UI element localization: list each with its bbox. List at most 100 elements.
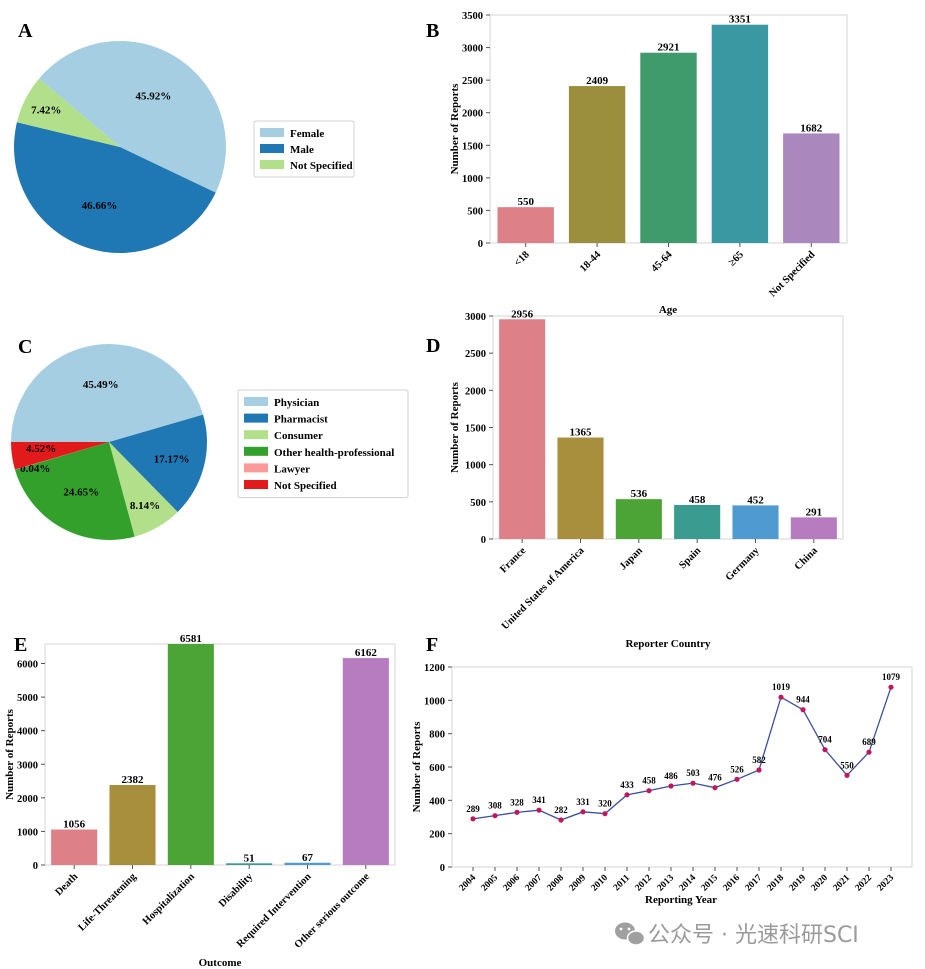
y-tick-label: 500 <box>470 498 486 509</box>
plot-frame <box>492 315 844 540</box>
y-tick-label: 5000 <box>17 693 38 704</box>
data-label-2023: 1079 <box>882 672 901 682</box>
data-label-2018: 1019 <box>772 682 791 692</box>
bar-china <box>790 517 837 539</box>
pie-slice-lawyer <box>14 442 109 470</box>
watermark: 公众号 · 光速科研SCI <box>615 922 859 948</box>
pie-label-female: 45.92% <box>135 90 171 102</box>
x-tick-label-2013: 2013 <box>656 873 677 894</box>
data-point-2018 <box>778 694 784 700</box>
pie-label-consumer: 8.14% <box>130 500 160 512</box>
data-point-2023 <box>888 684 894 690</box>
x-tick-label-2019: 2019 <box>788 873 809 894</box>
y-tick-label: 1500 <box>465 424 486 435</box>
panel-label: A <box>18 20 33 42</box>
bar-value-label: 2409 <box>586 75 609 87</box>
legend-swatch-other-health-professional <box>244 446 268 456</box>
watermark-text: 公众号 · 光速科研SCI <box>648 923 859 948</box>
x-tick-label-2012: 2012 <box>634 873 655 894</box>
bar-not-specified <box>783 133 840 243</box>
legend-entry-not-specified: Not Specified <box>274 480 337 492</box>
data-point-2019 <box>800 707 806 713</box>
panel-f-line-chart: F 0 200 400 600 800 1000 1200 289 2004 308 2005 328 2… <box>411 634 913 906</box>
data-point-2011 <box>624 792 630 798</box>
pie-label-other-health-professional: 24.65% <box>63 487 99 499</box>
panel-e-bar-chart: E 0 1000 2000 3000 4000 5000 6000 1056 Death 2382 L… <box>4 633 396 969</box>
bar-other-serious-outcome <box>342 658 389 865</box>
y-axis-title: Number of Reports <box>449 83 461 175</box>
x-tick-label-2021: 2021 <box>832 873 853 894</box>
bar-united-states-of-america <box>557 437 604 539</box>
x-tick-label-not-specified: Not Specified <box>767 249 817 299</box>
x-tick-label-disability: Disability <box>217 871 256 910</box>
y-axis-title: Number of Reports <box>4 708 16 800</box>
legend-entry-physician: Physician <box>274 397 319 409</box>
data-point-2012 <box>646 788 652 794</box>
x-tick-label-spain: Spain <box>677 545 703 571</box>
data-point-2022 <box>866 749 872 755</box>
pie-slice-not-specified <box>11 442 109 470</box>
pie-slice-not-specified <box>16 78 120 147</box>
bar-germany <box>732 505 779 539</box>
y-tick-label: 2000 <box>462 109 483 120</box>
x-axis-title: Reporter Country <box>625 638 711 650</box>
data-label-2013: 486 <box>664 771 678 781</box>
bar-65 <box>711 24 769 244</box>
legend-box <box>237 389 409 499</box>
data-label-2007: 341 <box>532 795 546 805</box>
bar-value-label: 291 <box>806 506 823 518</box>
legend-swatch-male <box>260 144 284 153</box>
bar-value-label: 452 <box>747 494 764 506</box>
x-tick-label-2008: 2008 <box>546 873 567 894</box>
x-tick-label-2014: 2014 <box>678 873 699 894</box>
bar-value-label: 2956 <box>511 308 534 320</box>
panel-label: E <box>14 634 27 656</box>
y-tick-label: 3000 <box>462 44 483 55</box>
panel-label: B <box>426 20 439 42</box>
legend-entry-female: Female <box>290 128 324 140</box>
data-label-2011: 433 <box>620 780 634 790</box>
bar-value-label: 51 <box>244 852 255 864</box>
series-line <box>472 686 892 821</box>
bar-death <box>51 829 98 865</box>
pie-slice-male <box>14 122 216 253</box>
y-tick-label: 0 <box>440 863 445 874</box>
y-tick-label: 1000 <box>465 461 486 472</box>
x-tick-label-hospitalization: Hospitalization <box>141 871 197 927</box>
y-axis-title: Number of Reports <box>411 721 423 813</box>
x-tick-label-japan: Japan <box>618 545 645 572</box>
pie-slice-pharmacist <box>109 414 207 512</box>
x-tick-label-life-threatening: Life-Threatening <box>77 871 140 934</box>
data-point-2020 <box>822 747 828 753</box>
panel-c-pie-chart: C 45.49% 17.17% 8.14% 24.65% 0.04% 4.52% Physic… <box>11 336 409 540</box>
pie-slice-other-health-professional <box>14 442 135 540</box>
legend-entry-lawyer: Lawyer <box>274 463 310 475</box>
bar-value-label: 6162 <box>355 647 378 659</box>
legend-entry-not-specified: Not Specified <box>290 160 353 172</box>
pie-slice-physician <box>11 344 204 442</box>
x-tick-label-china: China <box>793 545 821 573</box>
plot-frame <box>44 643 396 866</box>
x-tick-label-18-44: 18-44 <box>578 249 604 275</box>
bar-value-label: 2382 <box>122 774 145 786</box>
bar-45-64 <box>640 52 697 243</box>
x-tick-label-45-64: 45-64 <box>650 249 676 275</box>
pie-label-male: 46.66% <box>82 200 118 212</box>
y-tick-label: 1000 <box>462 174 483 185</box>
x-tick-label-2004: 2004 <box>458 873 479 894</box>
bar-value-label: 536 <box>631 488 648 500</box>
legend-entry-male: Male <box>290 144 314 156</box>
panel-label: D <box>426 335 440 357</box>
y-axis-title: Number of Reports <box>449 381 461 473</box>
y-tick-label: 6000 <box>17 660 38 671</box>
bar-value-label: 67 <box>302 852 314 864</box>
x-axis-title: Age <box>659 304 677 316</box>
y-tick-label: 2500 <box>462 76 483 87</box>
bar-required-intervention <box>284 862 331 865</box>
y-tick-label: 800 <box>429 730 445 741</box>
x-tick-label-2020: 2020 <box>810 873 831 894</box>
pie-label-physician: 45.49% <box>83 379 119 391</box>
x-tick-label-2015: 2015 <box>700 873 721 894</box>
data-point-2014 <box>690 780 696 786</box>
